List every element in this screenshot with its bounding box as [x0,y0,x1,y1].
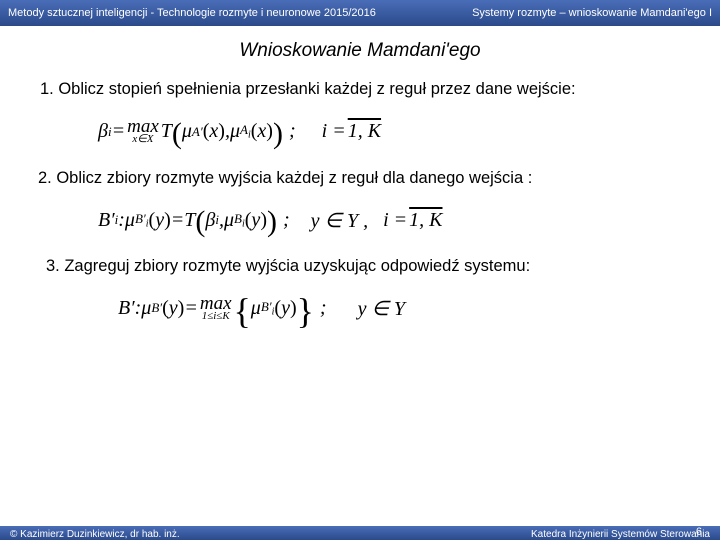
footer-right: Katedra Inżynierii Systemów Sterowania [531,529,710,540]
slide-footer: © Kazimierz Duzinkiewicz, dr hab. inż. K… [0,526,720,540]
step-2-text: 2. Oblicz zbiory rozmyte wyjścia każdej … [28,167,692,189]
step-1-text: 1. Oblicz stopień spełnienia przesłanki … [28,78,692,100]
formula-1: βi = max x∈X T ( μA′ (x) , μAi (x) ) ; i… [28,108,692,167]
slide-title: Wnioskowanie Mamdani'ego [0,26,720,78]
formula-3: B′ : μB′ (y) = max 1≤i≤K { μB′i (y) } ; … [28,285,692,344]
header-right: Systemy rozmyte – wnioskowanie Mamdani'e… [472,7,712,19]
page-number: 6 [696,526,702,538]
footer-left: © Kazimierz Duzinkiewicz, dr hab. inż. [10,529,180,540]
formula-2: B′i : μB′i (y) = T ( βi , μBi (y) ) ; y … [28,198,692,255]
header-left: Metody sztucznej inteligencji - Technolo… [8,7,376,19]
slide-content: 1. Oblicz stopień spełnienia przesłanki … [0,78,720,344]
slide-header: Metody sztucznej inteligencji - Technolo… [0,0,720,26]
step-3-text: 3. Zagreguj zbiory rozmyte wyjścia uzysk… [28,255,692,277]
